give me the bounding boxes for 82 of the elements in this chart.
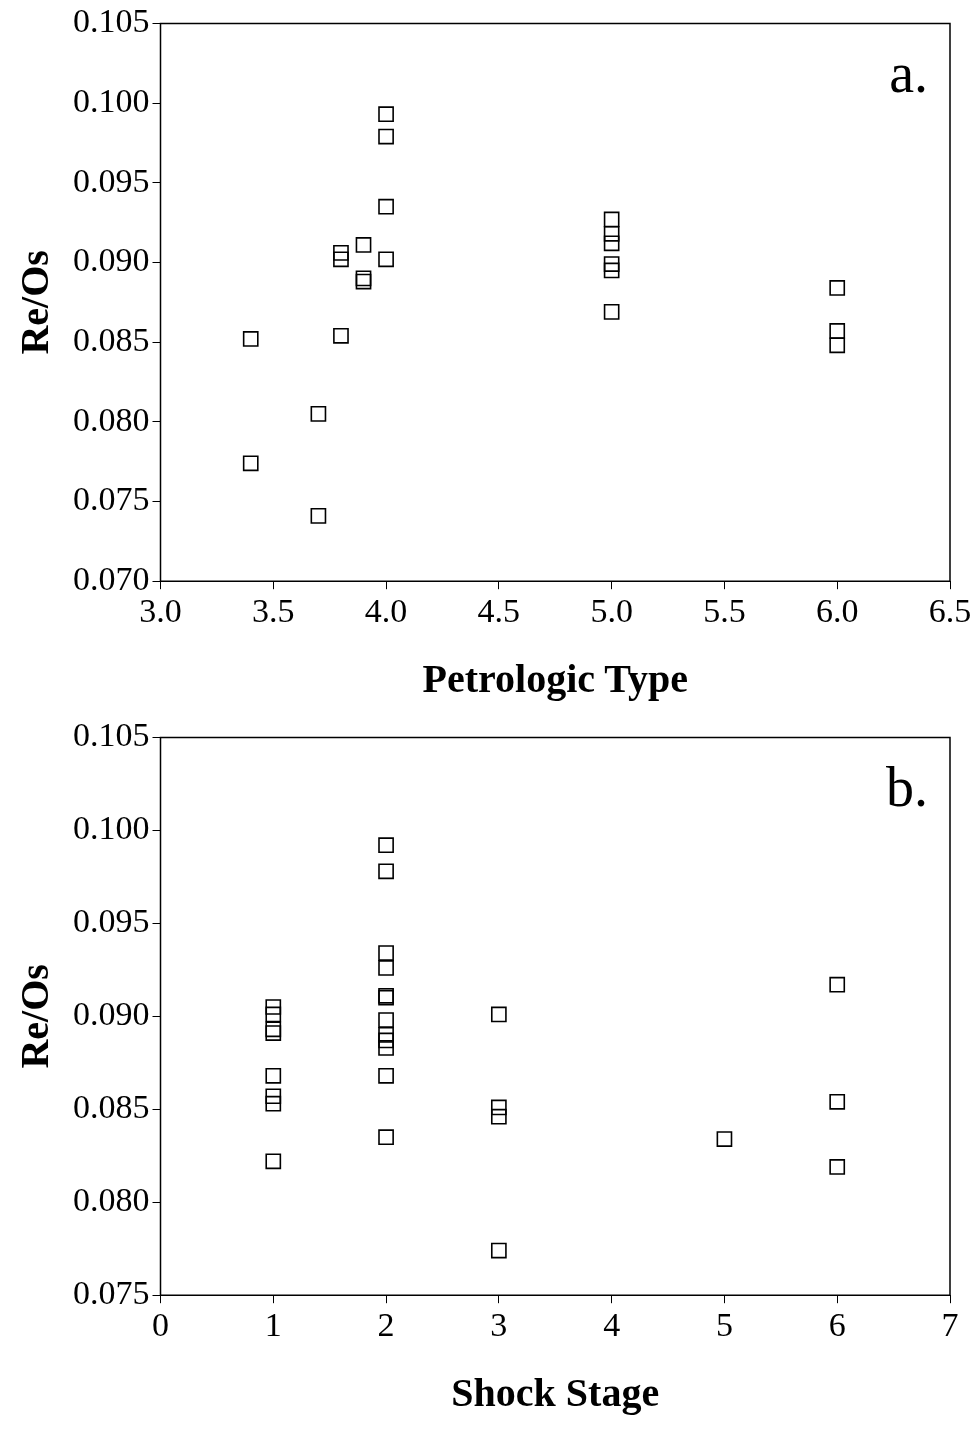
point bbox=[265, 1006, 282, 1023]
y-tick-label: 0.085 bbox=[73, 1088, 150, 1126]
x-tick-label: 6 bbox=[828, 1305, 846, 1343]
x-tick-label: 1 bbox=[264, 1305, 282, 1343]
y-tick-label: 0.075 bbox=[73, 1274, 150, 1312]
point bbox=[490, 1242, 507, 1259]
point bbox=[603, 303, 620, 320]
x-tick-label: 6.0 bbox=[815, 591, 859, 629]
x-tick-label: 4.5 bbox=[477, 591, 521, 629]
point bbox=[265, 1021, 282, 1038]
y-tick-label: 0.080 bbox=[73, 1181, 150, 1219]
point bbox=[378, 1012, 394, 1028]
point bbox=[829, 337, 846, 354]
point bbox=[829, 976, 846, 993]
point bbox=[829, 1159, 846, 1175]
point bbox=[378, 945, 394, 961]
y-tick-label: 0.105 bbox=[73, 716, 150, 754]
point bbox=[490, 1108, 507, 1125]
point bbox=[378, 837, 394, 854]
x-tick-label: 4 bbox=[603, 1305, 621, 1343]
y-tick-label: 0.075 bbox=[73, 480, 150, 518]
y-tick-label: 0.095 bbox=[73, 902, 150, 940]
point bbox=[829, 1093, 846, 1110]
point bbox=[310, 405, 327, 422]
point bbox=[603, 211, 620, 228]
point bbox=[378, 1129, 394, 1146]
point bbox=[378, 1067, 394, 1084]
point bbox=[378, 1027, 394, 1043]
x-tick-label: 2 bbox=[377, 1305, 395, 1343]
point bbox=[242, 455, 259, 472]
y-tick-label: 0.090 bbox=[73, 241, 150, 279]
x-tick-label: 7 bbox=[941, 1305, 959, 1343]
point bbox=[355, 237, 372, 253]
point bbox=[265, 999, 282, 1015]
y-tick-label: 0.085 bbox=[73, 321, 150, 359]
point bbox=[490, 1006, 507, 1023]
point bbox=[242, 331, 259, 347]
point bbox=[378, 251, 394, 268]
y-tick-label: 0.105 bbox=[73, 2, 150, 40]
point bbox=[490, 1099, 507, 1116]
point bbox=[829, 323, 846, 339]
point bbox=[333, 327, 349, 344]
point bbox=[265, 1067, 282, 1084]
point bbox=[265, 1095, 282, 1112]
x-tick-label: 5.0 bbox=[590, 591, 633, 629]
point bbox=[378, 1032, 394, 1049]
y-tick-label: 0.095 bbox=[73, 161, 150, 199]
x-axis-title: Petrologic Type bbox=[422, 656, 689, 702]
point bbox=[603, 225, 620, 242]
annotation: a. bbox=[889, 42, 928, 105]
point bbox=[378, 960, 394, 976]
y-tick-label: 0.080 bbox=[73, 400, 150, 438]
point bbox=[378, 198, 394, 215]
y-tick-label: 0.100 bbox=[73, 82, 150, 120]
point bbox=[603, 262, 620, 279]
y-tick-label: 0.100 bbox=[73, 809, 150, 847]
x-tick-label: 3.5 bbox=[252, 591, 295, 629]
x-tick-label: 3 bbox=[490, 1305, 508, 1343]
point bbox=[333, 251, 349, 268]
point bbox=[378, 128, 394, 145]
x-tick-label: 4.0 bbox=[364, 591, 408, 629]
x-tick-label: 0 bbox=[152, 1305, 169, 1343]
point bbox=[333, 245, 349, 261]
point bbox=[378, 863, 394, 880]
point bbox=[265, 1153, 282, 1170]
point bbox=[829, 280, 846, 296]
point bbox=[716, 1131, 733, 1147]
x-axis-title: Shock Stage bbox=[451, 1370, 660, 1416]
point bbox=[310, 507, 327, 524]
y-axis-title: Re/Os bbox=[12, 964, 58, 1069]
point bbox=[265, 1088, 282, 1105]
y-axis-title: Re/Os bbox=[12, 250, 58, 355]
y-tick-label: 0.090 bbox=[73, 995, 150, 1033]
point bbox=[378, 1040, 394, 1056]
x-tick-label: 5 bbox=[715, 1305, 733, 1343]
point bbox=[265, 1025, 282, 1041]
x-tick-label: 6.5 bbox=[928, 591, 972, 629]
point bbox=[603, 235, 620, 252]
point bbox=[603, 256, 620, 272]
point bbox=[378, 106, 394, 123]
annotation: b. bbox=[886, 756, 928, 819]
x-tick-label: 5.5 bbox=[703, 591, 746, 629]
